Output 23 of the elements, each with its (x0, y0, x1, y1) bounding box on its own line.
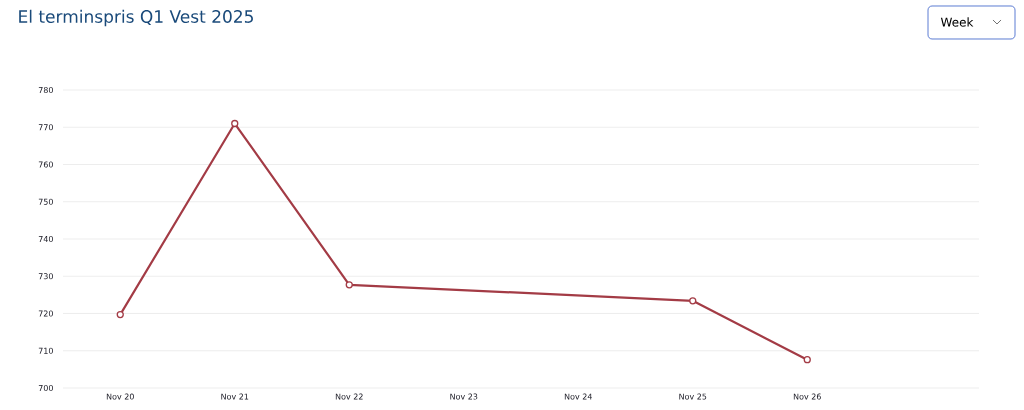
text: Week (940, 17, 974, 27)
y-tick-label: 760 (38, 161, 53, 168)
point (345, 281, 353, 289)
x-tick-label: Nov 26 (793, 393, 821, 400)
y-tick-label: 780 (38, 86, 53, 94)
y-tick-label: 700 (38, 384, 53, 392)
y-tick-label: 720 (38, 310, 53, 317)
point (116, 310, 124, 319)
y-tick-label: 740 (38, 235, 53, 243)
y-tick-label: 710 (38, 347, 53, 354)
y-tick-label: 730 (38, 273, 53, 280)
x-tick-label: Nov 22 (335, 393, 363, 400)
x-tick-label: Nov 21 (221, 393, 249, 400)
x-tick-label: Nov 24 (564, 393, 592, 400)
y-tick-label: 770 (38, 124, 53, 131)
point (689, 297, 697, 305)
point (803, 356, 811, 364)
y-tick-label: 750 (38, 198, 53, 205)
chart-title: El terminspris Q1 Vest 2025 (19, 9, 253, 27)
x-tick-label: Nov 20 (106, 393, 134, 400)
x-tick-label: Nov 25 (679, 393, 707, 400)
x-tick-label: Nov 23 (450, 393, 478, 400)
point (231, 119, 239, 128)
